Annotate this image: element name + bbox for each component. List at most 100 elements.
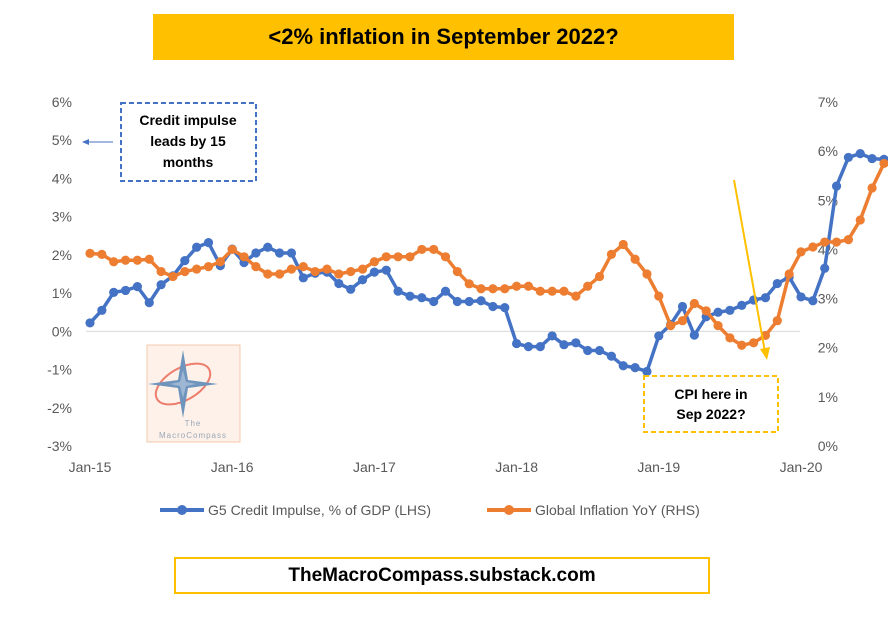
data-point [334,269,344,279]
data-point [843,235,854,245]
data-point [488,301,498,312]
data-point [251,248,261,258]
data-point [677,301,688,312]
data-point [203,238,214,248]
data-point [452,296,462,307]
series-line [88,151,888,374]
left-axis: 6% 5% 4% 3% 2% 1% 0% -1% -2% -3% [47,94,72,454]
data-point [417,293,427,303]
data-point [571,291,581,301]
data-point [215,257,225,267]
data-point [192,242,202,252]
data-point [677,316,688,326]
data-point [500,284,510,294]
data-point [737,300,747,310]
legend-label-inflation: Global Inflation YoY (RHS) [535,502,700,518]
data-point [227,244,237,255]
data-point [334,278,344,289]
left-tick-label: 4% [52,170,72,186]
data-point [275,269,285,279]
data-point [725,333,735,343]
data-point [286,248,297,258]
data-point [618,239,628,250]
data-point [831,181,842,191]
data-point [381,265,391,275]
logo: The MacroCompass [146,344,241,443]
data-point [630,254,640,264]
footer-url[interactable]: TheMacroCompass.substack.com [174,557,710,594]
x-tick-label: Jan-19 [637,459,680,475]
data-point [523,342,534,352]
data-point [369,257,379,267]
left-tick-label: -3% [47,438,72,454]
right-tick-label: 6% [818,143,838,159]
data-point [843,152,854,163]
data-point [440,286,451,296]
data-point [689,298,699,309]
legend-marker-credit [177,505,187,515]
x-tick-label: Jan-20 [780,459,823,475]
data-point [109,287,119,297]
data-point [429,244,439,255]
data-point [867,153,877,164]
data-point [405,291,415,301]
credit-annotation-line2: leads by 15 [150,133,226,149]
data-point [630,363,640,373]
data-point [393,252,403,262]
data-point [618,361,628,371]
right-tick-label: 1% [818,389,838,405]
data-point [666,321,676,331]
data-point [346,266,356,277]
data-point [310,266,320,277]
data-point [796,247,806,257]
cpi-annotation-line2: Sep 2022? [676,406,745,422]
data-point [298,262,308,272]
x-tick-label: Jan-18 [495,459,538,475]
data-point [120,255,131,265]
data-point [369,267,379,277]
data-point [85,318,95,328]
data-point [488,284,498,294]
data-point [109,257,119,267]
left-tick-label: 3% [52,209,72,225]
series-layer [85,149,888,377]
arrow-down-icon [760,347,770,360]
data-point [144,254,154,264]
x-axis: Jan-15Jan-16Jan-17Jan-18Jan-19Jan-20Jan-… [69,459,823,475]
series-line [89,162,886,348]
data-point [357,275,368,285]
data-point [298,273,308,283]
credit-annotation: Credit impulse leads by 15 months [82,102,257,182]
legend-marker-inflation [504,505,514,515]
data-point [831,237,842,247]
data-point [571,338,581,348]
data-point [263,269,273,279]
data-point [808,296,818,306]
data-point [132,255,142,265]
data-point [808,242,818,252]
data-point [654,331,664,341]
legend-label-credit: G5 Credit Impulse, % of GDP (LHS) [208,502,431,518]
data-point [192,264,202,274]
credit-annotation-line1: Credit impulse [139,112,236,128]
left-tick-label: -2% [47,400,72,416]
data-point [559,286,569,296]
data-point [523,281,534,291]
series-1 [85,158,888,350]
data-point [749,338,759,348]
data-point [156,266,166,277]
data-point [476,284,486,294]
data-point [855,215,865,225]
data-point [464,296,474,307]
x-tick-label: Jan-17 [353,459,396,475]
data-point [263,242,273,252]
data-point [559,340,569,350]
data-point [594,345,605,356]
data-point [476,296,486,306]
data-point [393,286,403,296]
data-point [642,366,652,377]
data-point [239,252,249,262]
left-tick-label: -1% [47,362,72,378]
legend: G5 Credit Impulse, % of GDP (LHS) Global… [160,502,700,518]
